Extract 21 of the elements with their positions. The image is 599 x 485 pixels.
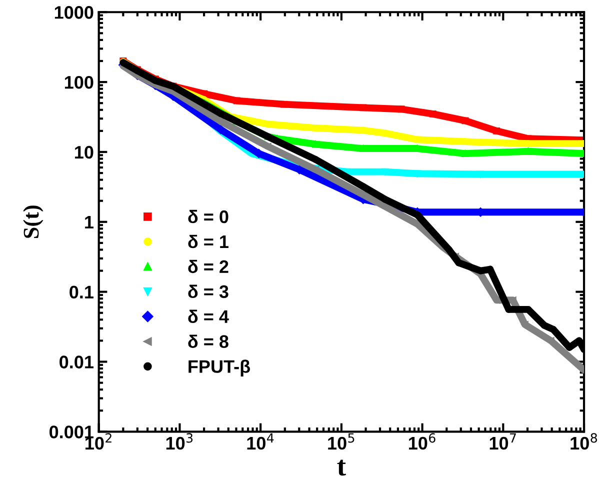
x-tick-label: 10$^{7}$ [490,433,516,450]
legend-label: FPUT-β [188,360,250,376]
x-tick-label: 10$^{8}$ [570,433,598,450]
y-tick-label: 1000 [54,6,94,19]
y-tick-label: 0.01 [60,356,94,368]
legend-label: δ = 3 [188,284,228,298]
legend-label: δ = 4 [188,310,229,324]
x-axis-title: t [337,460,346,476]
x-tick-label: 10$^{6}$ [408,433,436,450]
y-tick-label: 100 [64,76,94,89]
y-axis-title: S(t) [23,206,44,238]
y-tick-label: 1 [85,216,94,228]
x-tick-label: 10$^{4}$ [247,433,274,450]
legend-label: δ = 2 [188,260,228,274]
legend-label: δ = 0 [188,210,228,224]
y-tick-label: 10 [75,146,94,159]
legend-label: δ = 8 [188,334,228,348]
y-tick-label: 0.1 [70,286,94,299]
x-tick-label: 10$^{5}$ [328,433,354,450]
legend-label: δ = 1 [188,234,228,248]
x-tick-label: 10$^{3}$ [166,433,193,450]
